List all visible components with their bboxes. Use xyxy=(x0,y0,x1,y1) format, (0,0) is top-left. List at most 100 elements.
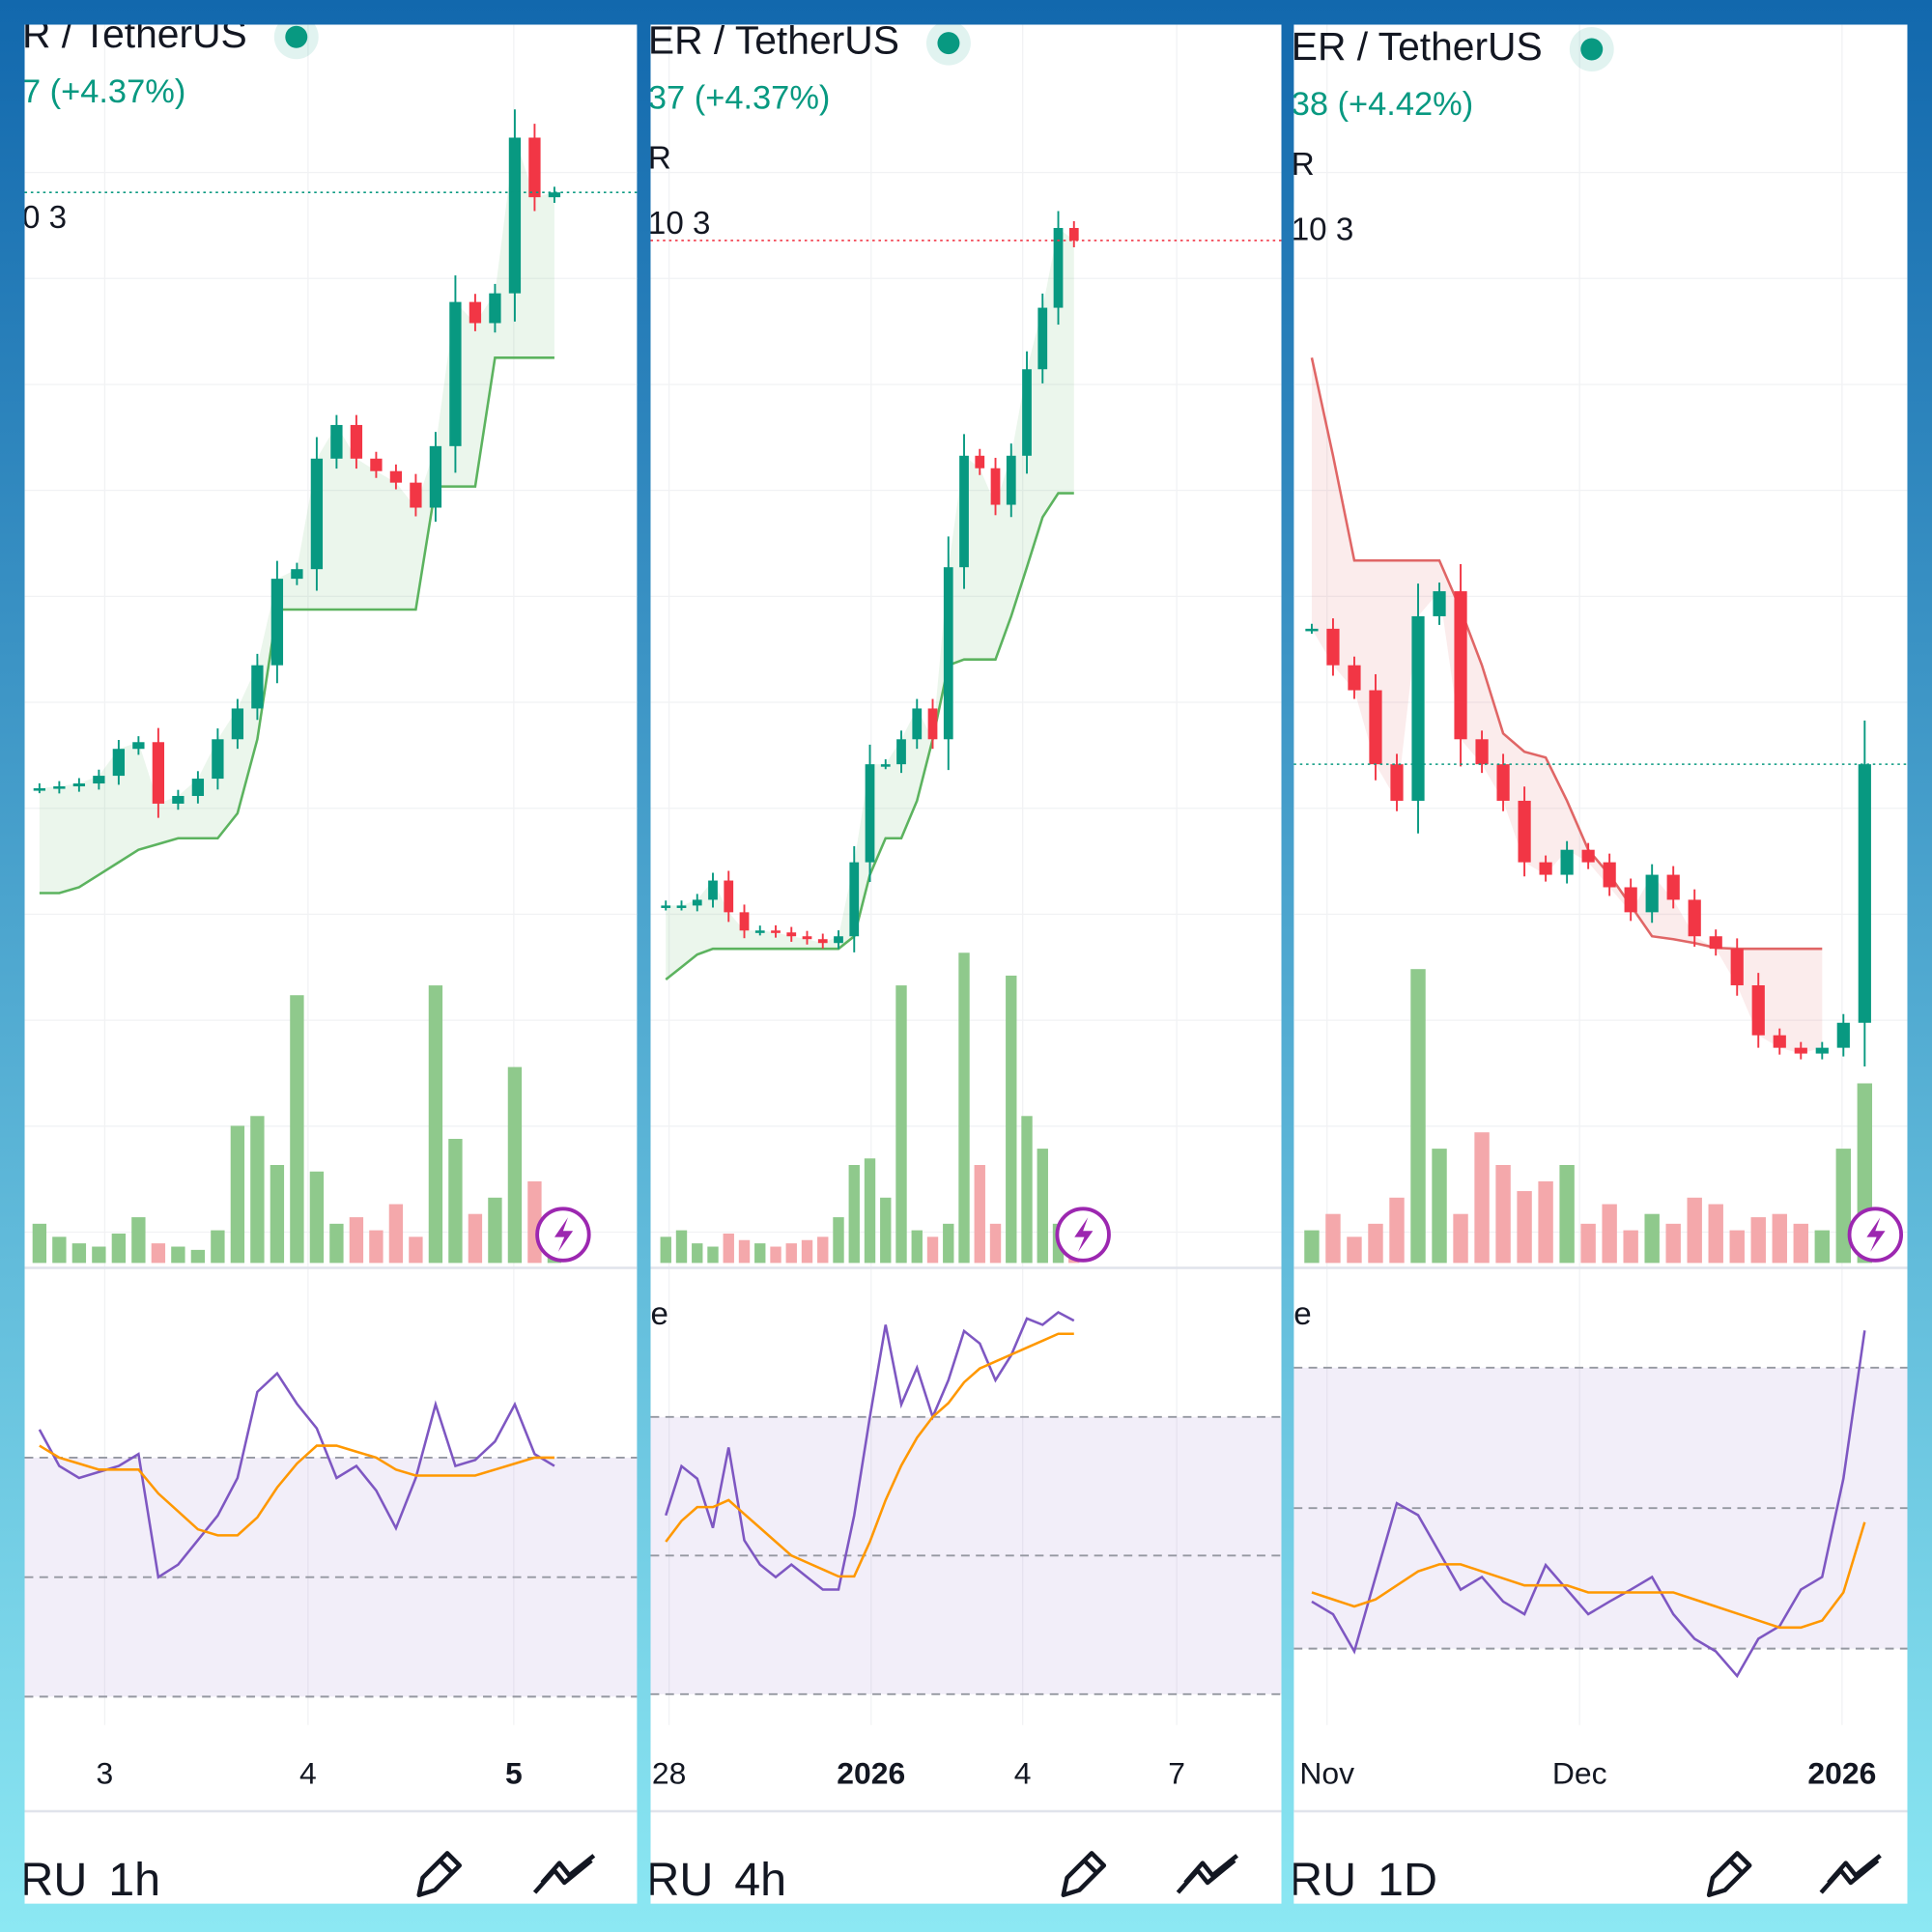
interval-button[interactable]: 4h xyxy=(734,1854,786,1906)
toolbar xyxy=(650,1811,1282,1904)
volume-bar xyxy=(1495,1164,1511,1264)
trend-fill xyxy=(39,137,554,894)
candle-body xyxy=(912,708,923,740)
candle-body xyxy=(708,880,718,900)
volume-bar xyxy=(1623,1230,1638,1264)
volume-bar xyxy=(911,1230,923,1264)
candle-body xyxy=(310,458,324,570)
candle-body xyxy=(1475,739,1489,765)
candle-body xyxy=(429,445,442,508)
price-change: 37 (+4.37%) xyxy=(648,79,830,116)
volume-bar xyxy=(675,1230,688,1264)
indicator-tool-icon[interactable] xyxy=(1819,1854,1882,1894)
volume-bar xyxy=(507,1066,523,1264)
live-dot xyxy=(285,25,308,48)
volume-bar xyxy=(1410,969,1426,1264)
candle-body xyxy=(548,192,561,198)
candle-body xyxy=(410,482,422,508)
draw-tool-icon[interactable] xyxy=(1706,1851,1752,1897)
candle-body xyxy=(1836,1022,1850,1048)
panel-background xyxy=(1293,24,1908,1904)
volume-bar xyxy=(171,1246,185,1264)
candle-body xyxy=(1858,764,1871,1023)
pair-title: ER / TetherUS xyxy=(1292,24,1543,69)
volume-bar xyxy=(131,1217,146,1264)
candle-body xyxy=(1411,615,1425,801)
volume-bar xyxy=(151,1243,166,1264)
pair-title: R / TetherUS xyxy=(22,12,247,56)
candle-body xyxy=(943,567,953,740)
candle-body xyxy=(1433,591,1446,616)
indicator-params: 10 3 xyxy=(1292,213,1354,248)
symbol-button[interactable]: RU xyxy=(1289,1854,1356,1906)
volume-bar xyxy=(1793,1223,1808,1264)
volume-bar xyxy=(1517,1191,1532,1264)
volume-bar xyxy=(1708,1204,1723,1264)
volume-bar xyxy=(1037,1149,1048,1264)
volume-bar xyxy=(1389,1197,1405,1264)
candle-body xyxy=(1006,455,1016,505)
x-axis-label: Nov xyxy=(1299,1755,1354,1790)
candle-body xyxy=(990,468,1001,505)
volume-bar xyxy=(1304,1230,1320,1264)
volume-bar xyxy=(880,1197,892,1264)
indicator-tool-icon[interactable] xyxy=(1176,1854,1239,1894)
volume-bar xyxy=(448,1138,463,1264)
rsi-ma-line xyxy=(1311,1521,1866,1630)
volume-bar xyxy=(958,952,970,1264)
candle-body xyxy=(1390,764,1404,801)
candle-body xyxy=(1496,764,1510,801)
indicator-tool-icon[interactable] xyxy=(532,1854,596,1894)
draw-tool-icon[interactable] xyxy=(416,1851,462,1897)
x-axis-label: 2026 xyxy=(1807,1755,1876,1790)
volume-bar xyxy=(52,1236,67,1264)
candle-body xyxy=(1730,949,1744,985)
volume-bar xyxy=(926,1236,939,1264)
volume-bar xyxy=(1559,1164,1575,1264)
candle-body xyxy=(1666,874,1680,900)
volume-bar xyxy=(660,1236,671,1264)
volume-bar xyxy=(943,1223,954,1264)
volume-bar xyxy=(211,1230,225,1264)
header-line: R xyxy=(648,141,671,177)
candle-body xyxy=(817,939,828,944)
volume-bar xyxy=(1580,1223,1596,1264)
volume-bar xyxy=(723,1233,734,1264)
candle-body xyxy=(1053,227,1064,308)
candle-body xyxy=(1326,628,1340,666)
candle-body xyxy=(1815,1047,1829,1054)
symbol-button[interactable]: RU xyxy=(645,1854,713,1906)
volume-bar xyxy=(1021,1116,1033,1264)
candle-body xyxy=(676,905,687,908)
interval-button[interactable]: 1D xyxy=(1378,1854,1437,1906)
candle-body xyxy=(270,579,284,666)
candle-body xyxy=(370,458,383,471)
rsi-line xyxy=(665,1310,1075,1591)
candle-body xyxy=(959,455,969,568)
volume-bar xyxy=(329,1223,344,1264)
rsi-label: e xyxy=(1293,1296,1311,1332)
volume-bar xyxy=(785,1243,797,1264)
volume-bar xyxy=(1006,975,1017,1264)
interval-button[interactable]: 1h xyxy=(108,1854,160,1906)
volume-bar xyxy=(1729,1230,1745,1264)
candle-body xyxy=(865,764,875,863)
volume-bar xyxy=(32,1223,47,1264)
candle-body xyxy=(896,739,906,765)
symbol-button[interactable]: RU xyxy=(19,1854,88,1906)
volume-bar xyxy=(349,1217,364,1264)
volume-bar xyxy=(1687,1197,1702,1264)
candle-body xyxy=(508,137,522,294)
x-axis-label: 4 xyxy=(1014,1755,1032,1790)
x-axis-label: 7 xyxy=(1168,1755,1185,1790)
candle-body xyxy=(1603,862,1616,888)
volume-bar xyxy=(707,1246,719,1264)
draw-tool-icon[interactable] xyxy=(1061,1851,1107,1897)
volume-bar xyxy=(817,1236,829,1264)
x-axis-label: Dec xyxy=(1552,1755,1607,1790)
candle-body xyxy=(449,301,462,446)
candle-body xyxy=(786,932,797,937)
candle-body xyxy=(1773,1035,1786,1048)
volume-bar xyxy=(409,1236,423,1264)
trend-fill xyxy=(1311,357,1823,1054)
